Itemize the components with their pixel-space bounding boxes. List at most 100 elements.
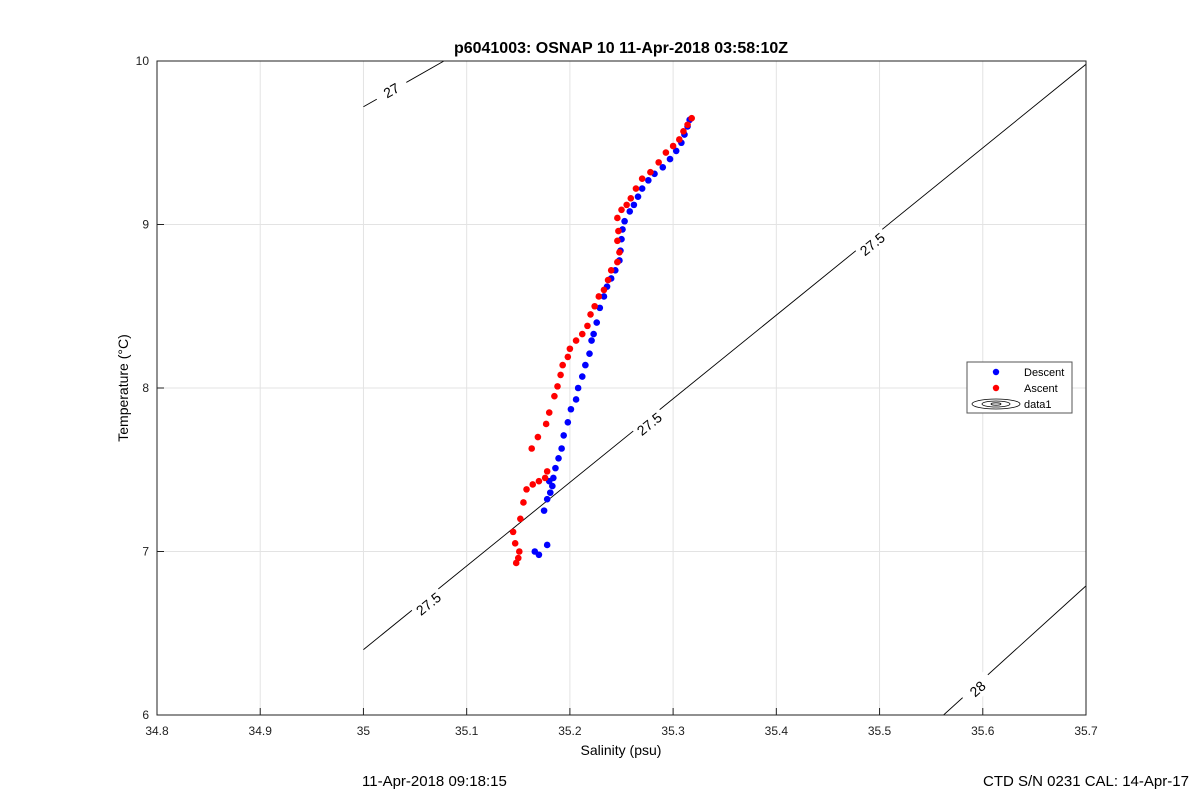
ascent-point bbox=[684, 121, 691, 129]
legend: Descent Ascent data1 bbox=[966, 361, 1073, 414]
ascent-point bbox=[523, 486, 530, 493]
ascent-point bbox=[587, 311, 594, 318]
ascent-point bbox=[535, 477, 543, 485]
x-tick-label: 35 bbox=[357, 724, 371, 738]
footer-ctd-info: CTD S/N 0231 CAL: 14-Apr-17 bbox=[983, 773, 1189, 790]
descent-point bbox=[672, 147, 680, 155]
y-tick-label: 8 bbox=[142, 381, 149, 395]
x-tick-label: 35.2 bbox=[558, 724, 582, 738]
ascent-point bbox=[559, 361, 566, 369]
contour-label-bg bbox=[853, 226, 892, 262]
x-tick-label: 34.8 bbox=[145, 724, 169, 738]
descent-point bbox=[564, 419, 572, 426]
ascent-point bbox=[676, 136, 683, 143]
ascent-point bbox=[511, 540, 519, 547]
ascent-point bbox=[623, 201, 630, 209]
descent-point bbox=[543, 495, 551, 503]
x-tick-label: 34.9 bbox=[249, 724, 273, 738]
ascent-point bbox=[554, 383, 561, 390]
x-axis-label: Salinity (psu) bbox=[581, 742, 662, 758]
descent-point bbox=[600, 293, 608, 300]
descent-point bbox=[535, 551, 543, 559]
ascent-point bbox=[534, 433, 542, 441]
descent-point bbox=[586, 350, 593, 357]
y-tick-label: 6 bbox=[142, 708, 149, 722]
ascent-point bbox=[557, 371, 564, 379]
x-tick-label: 35.1 bbox=[455, 724, 479, 738]
descent-point bbox=[659, 163, 667, 171]
ascent-point bbox=[578, 330, 586, 338]
descent-point bbox=[626, 208, 634, 215]
legend-marker-ascent bbox=[992, 384, 1000, 392]
grid bbox=[157, 61, 1086, 715]
ascent-point bbox=[638, 175, 646, 183]
x-tick-label: 35.4 bbox=[765, 724, 789, 738]
ascent-point bbox=[595, 293, 603, 300]
descent-point bbox=[567, 405, 575, 413]
descent-point bbox=[549, 482, 556, 490]
legend-contour-icon-core bbox=[990, 402, 1002, 406]
contour-line-27.5 bbox=[363, 63, 1086, 650]
ascent-point bbox=[680, 128, 687, 135]
ascent-point bbox=[520, 499, 527, 506]
y-tick-label: 10 bbox=[136, 54, 150, 68]
contour-label-bg bbox=[409, 586, 448, 622]
ascent-point bbox=[669, 142, 677, 150]
ascent-point bbox=[604, 276, 612, 284]
descent-point bbox=[630, 201, 638, 209]
ascent-point bbox=[591, 302, 598, 310]
ascent-point bbox=[566, 345, 574, 353]
descent-point bbox=[540, 507, 548, 514]
ascent-point bbox=[545, 409, 553, 416]
descent-point bbox=[546, 489, 554, 496]
ascent-point bbox=[543, 468, 551, 475]
ascent-point bbox=[528, 445, 535, 452]
contour-label: 27 bbox=[381, 80, 403, 102]
descent-point bbox=[543, 541, 551, 549]
ascent-point bbox=[607, 266, 615, 274]
ascent-point bbox=[516, 548, 523, 555]
descent-point bbox=[555, 455, 562, 462]
descent-point bbox=[638, 185, 646, 192]
legend-label-ascent: Ascent bbox=[1024, 383, 1058, 395]
x-tick-label: 35.5 bbox=[868, 724, 892, 738]
descent-point bbox=[596, 304, 604, 312]
y-tick-label: 9 bbox=[142, 218, 149, 232]
ascent-point bbox=[517, 515, 524, 523]
y-axis-label: Temperature (°C) bbox=[115, 334, 131, 442]
descent-point bbox=[593, 319, 601, 326]
ascent-point bbox=[662, 149, 670, 156]
contour-label-bg bbox=[958, 670, 997, 707]
chart-title: p6041003: OSNAP 10 11-Apr-2018 03:58:10Z bbox=[454, 40, 788, 57]
data-series bbox=[509, 114, 695, 567]
contour-label-bg bbox=[372, 74, 411, 107]
descent-point bbox=[552, 464, 559, 472]
legend-marker-descent bbox=[992, 368, 1000, 376]
ascent-point bbox=[614, 214, 621, 222]
ascent-point bbox=[564, 353, 572, 361]
ascent-point bbox=[615, 227, 622, 235]
ascent-point bbox=[542, 420, 550, 428]
descent-point bbox=[621, 217, 628, 225]
descent-point bbox=[634, 193, 642, 201]
ascent-point bbox=[688, 114, 695, 122]
contour-label-bg bbox=[630, 406, 669, 442]
ascent-point bbox=[572, 337, 580, 344]
ascent-point bbox=[647, 168, 654, 176]
ascent-point bbox=[529, 481, 537, 488]
legend-label-data1: data1 bbox=[1024, 399, 1052, 411]
descent-point bbox=[572, 396, 580, 403]
ascent-point bbox=[600, 286, 608, 294]
axis-ticks: 34.8 34.9 35 35.1 35.2 35.3 35.4 35.5 35.6 35.7 6 7… bbox=[136, 54, 1098, 738]
ascent-point bbox=[551, 392, 558, 400]
legend-label-descent: Descent bbox=[1024, 367, 1064, 379]
y-tick-label: 7 bbox=[142, 545, 149, 559]
ascent-point bbox=[509, 528, 517, 536]
ascent-point bbox=[618, 206, 625, 214]
descent-point bbox=[550, 474, 557, 482]
ascent-point bbox=[632, 185, 640, 192]
descent-point bbox=[582, 361, 589, 369]
descent-point bbox=[574, 384, 582, 392]
ascent-point bbox=[614, 237, 621, 245]
